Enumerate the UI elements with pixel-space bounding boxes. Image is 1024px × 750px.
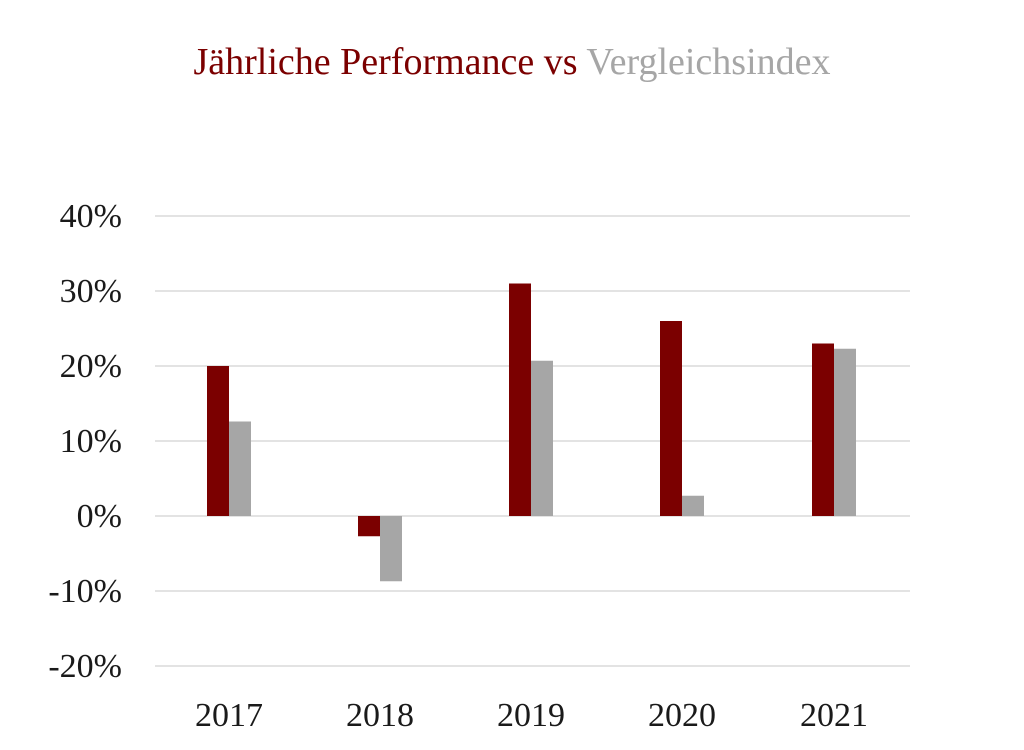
bar-portfolio-2019 <box>509 283 531 516</box>
bar-portfolio-2017 <box>207 366 229 516</box>
title-benchmark-text: Vergleichsindex <box>586 41 831 83</box>
y-tick-label: 30% <box>60 273 122 310</box>
x-tick-label: 2020 <box>648 697 716 734</box>
x-tick-label: 2021 <box>800 697 868 734</box>
y-tick-label: 0% <box>77 498 122 535</box>
y-tick-label: 20% <box>60 348 122 385</box>
x-axis-tick-labels: 2017 2018 2019 2020 2021 <box>195 697 868 734</box>
bar-benchmark-2018 <box>380 516 402 582</box>
y-axis-tick-labels: 40% 30% 20% 10% 0% -10% -20% <box>48 198 122 685</box>
y-tick-label: 10% <box>60 423 122 460</box>
x-tick-label: 2019 <box>497 697 565 734</box>
y-tick-label: 40% <box>60 198 122 235</box>
y-tick-label: -10% <box>48 573 122 610</box>
y-tick-label: -20% <box>48 648 122 685</box>
x-tick-label: 2018 <box>346 697 414 734</box>
bar-portfolio-2020 <box>660 321 682 516</box>
title-portfolio-text: Jährliche Performance <box>193 41 535 83</box>
bar-benchmark-2019 <box>531 360 553 516</box>
bar-portfolio-2021 <box>812 343 834 516</box>
title-vs-text: vs <box>534 41 587 83</box>
bars <box>207 283 856 582</box>
chart-title: Jährliche Performance vs Vergleichsindex <box>0 38 1024 86</box>
x-tick-label: 2017 <box>195 697 263 734</box>
bar-benchmark-2017 <box>229 421 251 516</box>
bar-benchmark-2020 <box>682 495 704 516</box>
bar-portfolio-2018 <box>358 516 380 537</box>
bar-benchmark-2021 <box>834 348 856 516</box>
